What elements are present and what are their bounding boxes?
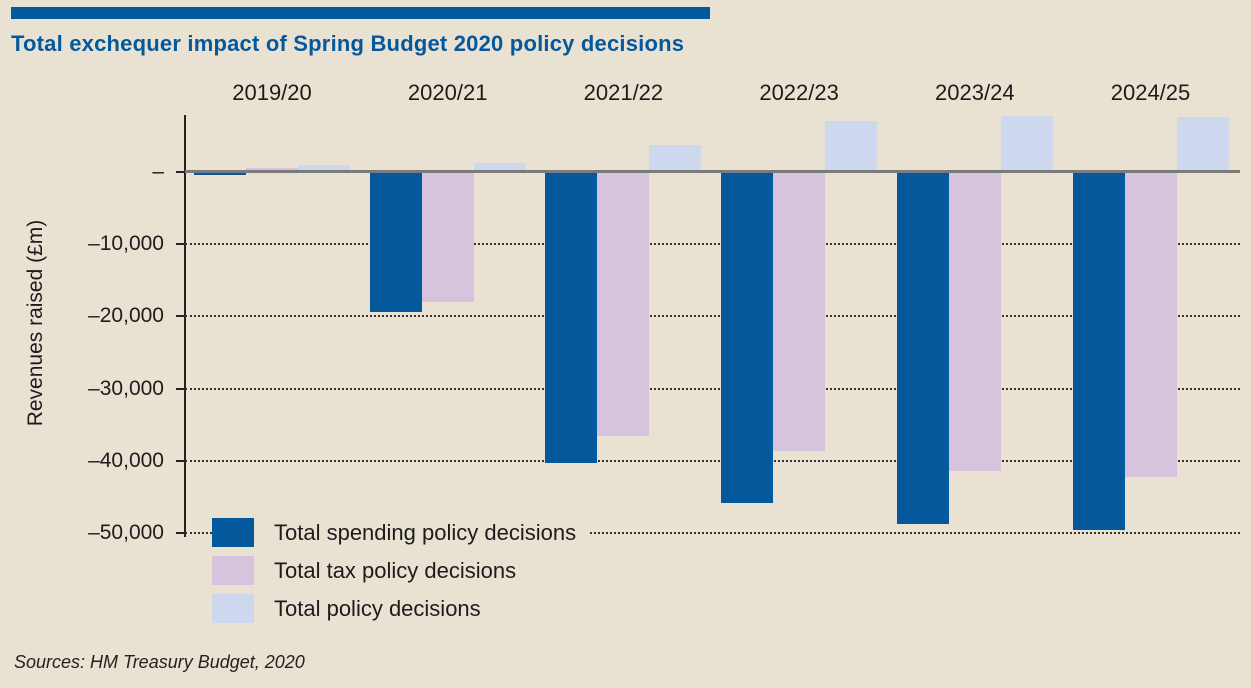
- y-axis-tick-label: –20,000: [88, 304, 164, 328]
- bar-total-spending-policy-decisions-2024-25: [1072, 172, 1125, 531]
- legend-item: Total tax policy decisions: [212, 556, 531, 585]
- gridline: [185, 459, 1240, 462]
- bar-total-tax-policy-decisions-2020-21: [421, 172, 474, 302]
- bar-total-spending-policy-decisions-2021-22: [545, 172, 598, 463]
- legend-label: Total tax policy decisions: [274, 558, 517, 583]
- legend-swatch-total-tax-policy-decisions: [212, 556, 254, 585]
- bar-total-spending-policy-decisions-2022-23: [721, 172, 774, 503]
- header-accent-bar: [11, 7, 710, 19]
- y-axis-tick: [176, 315, 185, 318]
- legend-swatch-total-spending-policy-decisions: [212, 518, 254, 547]
- bar-total-policy-decisions-2021-22: [649, 144, 702, 172]
- gridline: [185, 532, 1240, 534]
- y-axis-tick-label: –: [152, 160, 164, 183]
- bar-total-tax-policy-decisions-2021-22: [597, 172, 650, 437]
- page-title: Total exchequer impact of Spring Budget …: [11, 31, 685, 56]
- y-axis-tick-label: –50,000: [88, 521, 164, 544]
- source-note: Sources: HM Treasury Budget, 2020: [14, 652, 305, 672]
- y-axis-line: [184, 115, 186, 537]
- y-axis-title: Revenues raised (£m): [24, 219, 47, 427]
- bar-total-policy-decisions-2020-21: [473, 162, 526, 172]
- x-axis-label: 2023/24: [935, 80, 1015, 105]
- legend: Total spending policy decisions Total tax…: [212, 518, 591, 623]
- gridline: [185, 387, 1240, 390]
- bar-total-policy-decisions-2019-20: [298, 165, 350, 172]
- x-axis-label: 2021/22: [583, 80, 664, 105]
- legend-label: Total policy decisions: [274, 596, 481, 621]
- legend-item: Total spending policy decisions: [212, 518, 591, 547]
- bar-total-tax-policy-decisions-2019-20: [246, 167, 298, 172]
- y-axis-tick: [176, 387, 185, 390]
- bar-total-tax-policy-decisions-2023-24: [948, 172, 1001, 471]
- legend-item: Total policy decisions: [212, 594, 495, 623]
- bar-total-policy-decisions-2022-23: [825, 121, 878, 172]
- bar-total-spending-policy-decisions-2019-20: [194, 172, 246, 175]
- x-axis-label: 2022/23: [759, 80, 839, 105]
- y-axis-tick-label: –10,000: [88, 232, 164, 256]
- y-axis-tick: [176, 459, 185, 462]
- y-axis-tick: [176, 243, 185, 246]
- gridline: [185, 243, 1240, 246]
- bar-total-tax-policy-decisions-2022-23: [773, 172, 826, 452]
- bar-total-spending-policy-decisions-2023-24: [896, 172, 949, 525]
- legend-label: Total spending policy decisions: [274, 520, 577, 545]
- y-axis-tick: [176, 532, 185, 534]
- x-axis-label: 2020/21: [407, 80, 488, 105]
- x-axis-label: 2024/25: [1110, 80, 1191, 105]
- bar-total-spending-policy-decisions-2020-21: [369, 172, 422, 313]
- bar-total-policy-decisions-2023-24: [1000, 116, 1053, 172]
- legend-swatch-total-policy-decisions: [212, 594, 254, 623]
- bar-total-policy-decisions-2024-25: [1176, 117, 1229, 172]
- gridline: [185, 315, 1240, 318]
- bar-total-tax-policy-decisions-2024-25: [1124, 172, 1177, 478]
- y-axis-tick: [176, 171, 185, 173]
- x-axis-label: 2019/20: [232, 80, 312, 105]
- zero-line: [185, 170, 1240, 173]
- y-axis-tick-label: –40,000: [88, 448, 164, 472]
- y-axis-tick-label: –30,000: [88, 376, 164, 400]
